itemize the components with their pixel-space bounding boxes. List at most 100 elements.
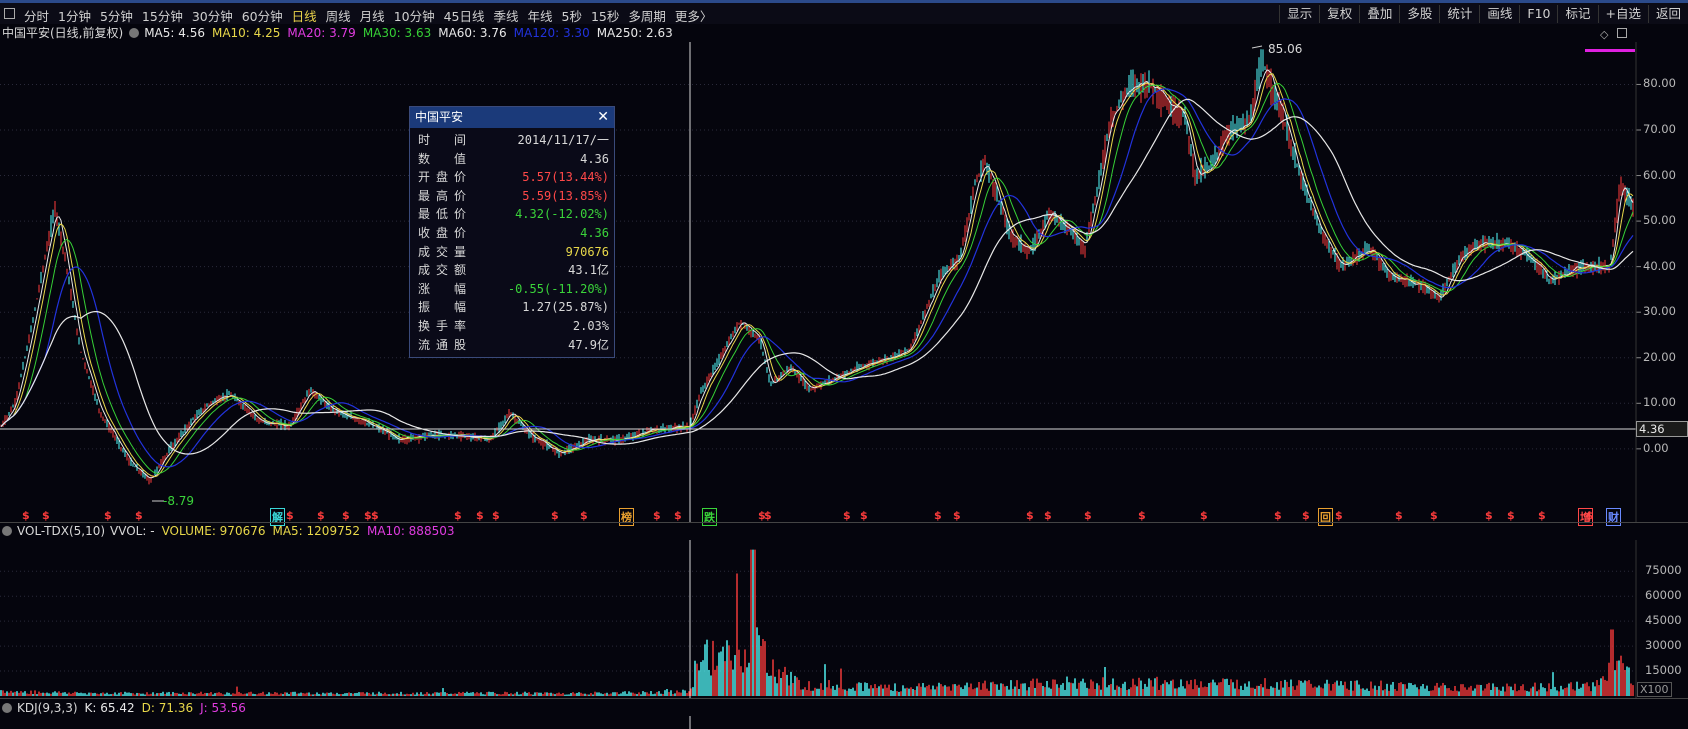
period-toolbar: 分时 1分钟 5分钟 15分钟 30分钟 60分钟 日线 周线 月线 10分钟 45日线 季线 年线 5秒… (0, 0, 1688, 24)
dividend-marker[interactable]: $ (317, 509, 325, 522)
dividend-marker[interactable]: $ (286, 509, 294, 522)
tooltip-row: 收盘价 4.36 (410, 224, 614, 243)
tab-13[interactable]: 5秒 (561, 9, 582, 24)
tab-4[interactable]: 30分钟 (191, 9, 233, 24)
dividend-marker[interactable]: $ (22, 509, 30, 522)
dividend-marker[interactable]: $ (492, 509, 500, 522)
ma-line (0, 73, 1634, 478)
dividend-marker[interactable]: $ (953, 509, 961, 522)
dividend-marker[interactable]: $ (1274, 509, 1282, 522)
tab-6[interactable]: 日线 (291, 9, 317, 24)
tool-4[interactable]: 统计 (1439, 5, 1479, 23)
diamond-icon[interactable]: ◇ (1600, 28, 1609, 41)
panel-toggle-icon[interactable] (1617, 28, 1627, 38)
tab-7[interactable]: 周线 (325, 9, 351, 24)
tool-8[interactable]: +自选 (1597, 5, 1648, 23)
volume-tick-label: 60000 (1645, 588, 1682, 603)
volume-label: VOLUME: 970676 (161, 524, 266, 538)
dividend-marker[interactable]: $ (342, 509, 350, 522)
dividend-marker[interactable]: $ (454, 509, 462, 522)
event-marker[interactable]: 榜 (619, 508, 634, 526)
dividend-marker[interactable]: $ (1044, 509, 1052, 522)
tool-9[interactable]: 返回 (1647, 5, 1688, 23)
dividend-marker[interactable]: $ (1538, 509, 1546, 522)
vol-indicator-name: VOL-TDX(5,10) (17, 524, 106, 538)
data-tooltip: 中国平安 ✕ 时间 2014/11/17/一 数值 4.36 开盘价 5.57(13.44%… (409, 106, 615, 358)
tool-3[interactable]: 多股 (1399, 5, 1439, 23)
event-marker[interactable]: 跌 (702, 508, 717, 526)
dividend-marker[interactable]: $ (104, 509, 112, 522)
tooltip-value: 43.1亿 (568, 263, 609, 278)
tool-2[interactable]: 叠加 (1359, 5, 1399, 23)
tab-3[interactable]: 15分钟 (141, 9, 183, 24)
dividend-marker[interactable]: $ (674, 509, 682, 522)
dividend-marker[interactable]: $ (653, 509, 661, 522)
dividend-marker[interactable]: $ (758, 509, 766, 522)
tool-0[interactable]: 显示 (1279, 5, 1319, 23)
tab-1[interactable]: 1分钟 (58, 9, 91, 24)
tooltip-row: 最高价 5.59(13.85%) (410, 187, 614, 206)
dividend-marker[interactable]: $ (1586, 509, 1594, 522)
dividend-marker[interactable]: $ (1395, 509, 1403, 522)
dividend-marker[interactable]: $ (364, 509, 372, 522)
dividend-marker[interactable]: $ (135, 509, 143, 522)
indicator-settings-icon[interactable] (129, 28, 140, 38)
dividend-marker[interactable]: $ (934, 509, 942, 522)
close-icon[interactable]: ✕ (597, 109, 609, 125)
vol-ma5-label: MA5: 1209752 (272, 524, 360, 538)
tooltip-key: 时间 (418, 133, 466, 147)
volume-settings-icon[interactable] (2, 526, 12, 536)
tab-9[interactable]: 10分钟 (393, 9, 435, 24)
window-menu-icon[interactable] (4, 8, 15, 19)
candlestick-chart[interactable]: 85.06 -8.79 (0, 42, 1688, 522)
tab-14[interactable]: 15秒 (590, 9, 620, 24)
dividend-marker[interactable]: $ (1200, 509, 1208, 522)
dividend-marker[interactable]: $ (371, 509, 379, 522)
dividend-marker[interactable]: $ (476, 509, 484, 522)
dividend-marker[interactable]: $ (42, 509, 50, 522)
tab-16[interactable]: 更多〉 (674, 9, 713, 24)
dividend-marker[interactable]: $ (1485, 509, 1493, 522)
dividend-marker[interactable]: $ (843, 509, 851, 522)
dividend-marker[interactable]: $ (580, 509, 588, 522)
tool-6[interactable]: F10 (1519, 5, 1557, 23)
tool-7[interactable]: 标记 (1557, 5, 1597, 23)
kdj-settings-icon[interactable] (2, 703, 12, 713)
price-tick-label: 10.00 (1643, 395, 1676, 410)
tab-11[interactable]: 季线 (493, 9, 519, 24)
dividend-marker[interactable]: $ (1026, 509, 1034, 522)
volume-chart[interactable] (0, 540, 1688, 698)
tooltip-value: 970676 (565, 244, 609, 259)
dividend-marker[interactable]: $ (1335, 509, 1343, 522)
tool-1[interactable]: 复权 (1319, 5, 1359, 23)
dividend-marker[interactable]: $ (551, 509, 559, 522)
dividend-marker[interactable]: $ (1302, 509, 1310, 522)
event-marker[interactable]: 财 (1606, 508, 1621, 526)
tab-2[interactable]: 5分钟 (99, 9, 133, 24)
high-label: 85.06 (1268, 42, 1302, 56)
tab-0[interactable]: 分时 (24, 9, 50, 24)
event-marker[interactable]: 增 (1578, 508, 1593, 526)
ma-line (0, 88, 1634, 468)
tooltip-value: 4.36 (580, 225, 609, 240)
tooltip-value: 5.59(13.85%) (522, 188, 609, 203)
dividend-marker[interactable]: $ (1430, 509, 1438, 522)
event-marker[interactable]: 回 (1318, 508, 1333, 526)
tab-5[interactable]: 60分钟 (241, 9, 283, 24)
tab-10[interactable]: 45日线 (443, 9, 485, 24)
tooltip-key: 流通股 (418, 337, 466, 352)
dividend-marker[interactable]: $ (1084, 509, 1092, 522)
kdj-chart[interactable] (0, 716, 1688, 729)
tooltip-title-bar: 中国平安 ✕ (410, 107, 614, 128)
tool-5[interactable]: 画线 (1479, 5, 1519, 23)
tab-15[interactable]: 多周期 (628, 9, 666, 24)
tab-12[interactable]: 年线 (527, 9, 553, 24)
ma5-label: MA5: 4.56 (144, 26, 205, 40)
ma60-label: MA60: 3.76 (438, 26, 507, 40)
dividend-marker[interactable]: $ (1138, 509, 1146, 522)
dividend-marker[interactable]: $ (764, 509, 772, 522)
dividend-marker[interactable]: $ (1507, 509, 1515, 522)
dividend-marker[interactable]: $ (860, 509, 868, 522)
event-marker[interactable]: 解 (270, 508, 285, 526)
tab-8[interactable]: 月线 (359, 9, 385, 24)
